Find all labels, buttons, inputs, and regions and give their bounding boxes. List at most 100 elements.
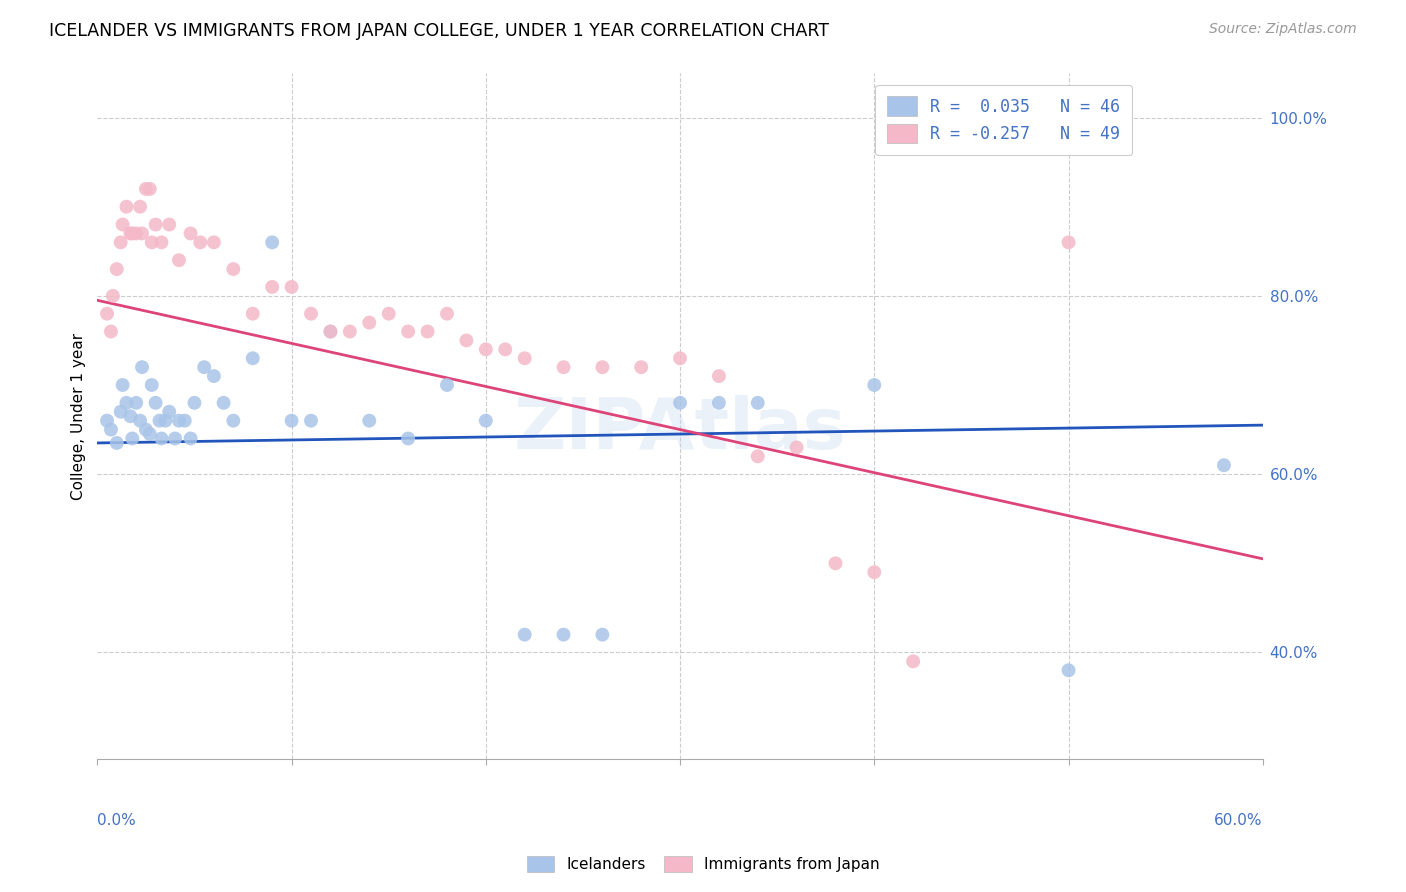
- Point: [139, 182, 162, 196]
- Point: [145, 218, 167, 232]
- Point: [115, 396, 138, 410]
- Point: [591, 360, 613, 375]
- Point: [125, 396, 148, 410]
- Point: [396, 432, 419, 446]
- Point: [163, 432, 186, 446]
- Point: [141, 378, 163, 392]
- Point: [202, 369, 225, 384]
- Point: [111, 218, 134, 232]
- Point: [120, 409, 142, 424]
- Text: 0.0%: 0.0%: [97, 813, 136, 828]
- Point: [173, 414, 195, 428]
- Text: 60.0%: 60.0%: [1215, 813, 1263, 828]
- Point: [180, 432, 202, 446]
- Legend: R =  0.035   N = 46, R = -0.257   N = 49: R = 0.035 N = 46, R = -0.257 N = 49: [876, 85, 1132, 155]
- Point: [436, 307, 458, 321]
- Point: [707, 396, 730, 410]
- Point: [135, 182, 157, 196]
- Point: [96, 307, 118, 321]
- Point: [396, 325, 419, 339]
- Point: [494, 343, 516, 357]
- Point: [1213, 458, 1236, 473]
- Legend: Icelanders, Immigrants from Japan: Icelanders, Immigrants from Japan: [519, 848, 887, 880]
- Point: [591, 627, 613, 641]
- Point: [145, 396, 167, 410]
- Point: [416, 325, 439, 339]
- Point: [193, 360, 215, 375]
- Point: [747, 396, 769, 410]
- Point: [262, 280, 284, 294]
- Point: [339, 325, 361, 339]
- Text: Source: ZipAtlas.com: Source: ZipAtlas.com: [1209, 22, 1357, 37]
- Point: [129, 414, 152, 428]
- Point: [202, 235, 225, 250]
- Point: [299, 414, 322, 428]
- Point: [1057, 663, 1080, 677]
- Point: [110, 235, 132, 250]
- Point: [824, 556, 846, 570]
- Point: [513, 351, 536, 366]
- Point: [157, 405, 180, 419]
- Point: [212, 396, 235, 410]
- Point: [180, 227, 202, 241]
- Point: [280, 414, 302, 428]
- Point: [129, 200, 152, 214]
- Point: [456, 334, 478, 348]
- Point: [513, 627, 536, 641]
- Point: [436, 378, 458, 392]
- Point: [901, 654, 924, 668]
- Point: [747, 450, 769, 464]
- Point: [110, 405, 132, 419]
- Point: [222, 262, 245, 277]
- Point: [121, 227, 143, 241]
- Point: [148, 414, 170, 428]
- Point: [242, 351, 264, 366]
- Point: [475, 414, 498, 428]
- Point: [377, 307, 399, 321]
- Point: [120, 227, 142, 241]
- Point: [222, 414, 245, 428]
- Point: [167, 253, 190, 268]
- Y-axis label: College, Under 1 year: College, Under 1 year: [72, 333, 86, 500]
- Point: [157, 218, 180, 232]
- Point: [669, 351, 692, 366]
- Point: [141, 235, 163, 250]
- Point: [96, 414, 118, 428]
- Point: [139, 427, 162, 442]
- Point: [669, 396, 692, 410]
- Point: [105, 436, 128, 450]
- Point: [121, 432, 143, 446]
- Point: [786, 441, 808, 455]
- Point: [707, 369, 730, 384]
- Point: [242, 307, 264, 321]
- Point: [1057, 235, 1080, 250]
- Point: [319, 325, 342, 339]
- Point: [359, 414, 381, 428]
- Point: [105, 262, 128, 277]
- Point: [553, 360, 575, 375]
- Point: [150, 235, 173, 250]
- Point: [100, 423, 122, 437]
- Point: [131, 227, 153, 241]
- Point: [167, 414, 190, 428]
- Point: [135, 423, 157, 437]
- Text: ZIPAtlas: ZIPAtlas: [513, 395, 846, 465]
- Point: [319, 325, 342, 339]
- Point: [100, 325, 122, 339]
- Point: [150, 432, 173, 446]
- Point: [183, 396, 205, 410]
- Point: [155, 414, 177, 428]
- Point: [359, 316, 381, 330]
- Point: [131, 360, 153, 375]
- Point: [863, 565, 886, 579]
- Text: ICELANDER VS IMMIGRANTS FROM JAPAN COLLEGE, UNDER 1 YEAR CORRELATION CHART: ICELANDER VS IMMIGRANTS FROM JAPAN COLLE…: [49, 22, 830, 40]
- Point: [188, 235, 211, 250]
- Point: [101, 289, 124, 303]
- Point: [115, 200, 138, 214]
- Point: [262, 235, 284, 250]
- Point: [280, 280, 302, 294]
- Point: [630, 360, 652, 375]
- Point: [863, 378, 886, 392]
- Point: [299, 307, 322, 321]
- Point: [125, 227, 148, 241]
